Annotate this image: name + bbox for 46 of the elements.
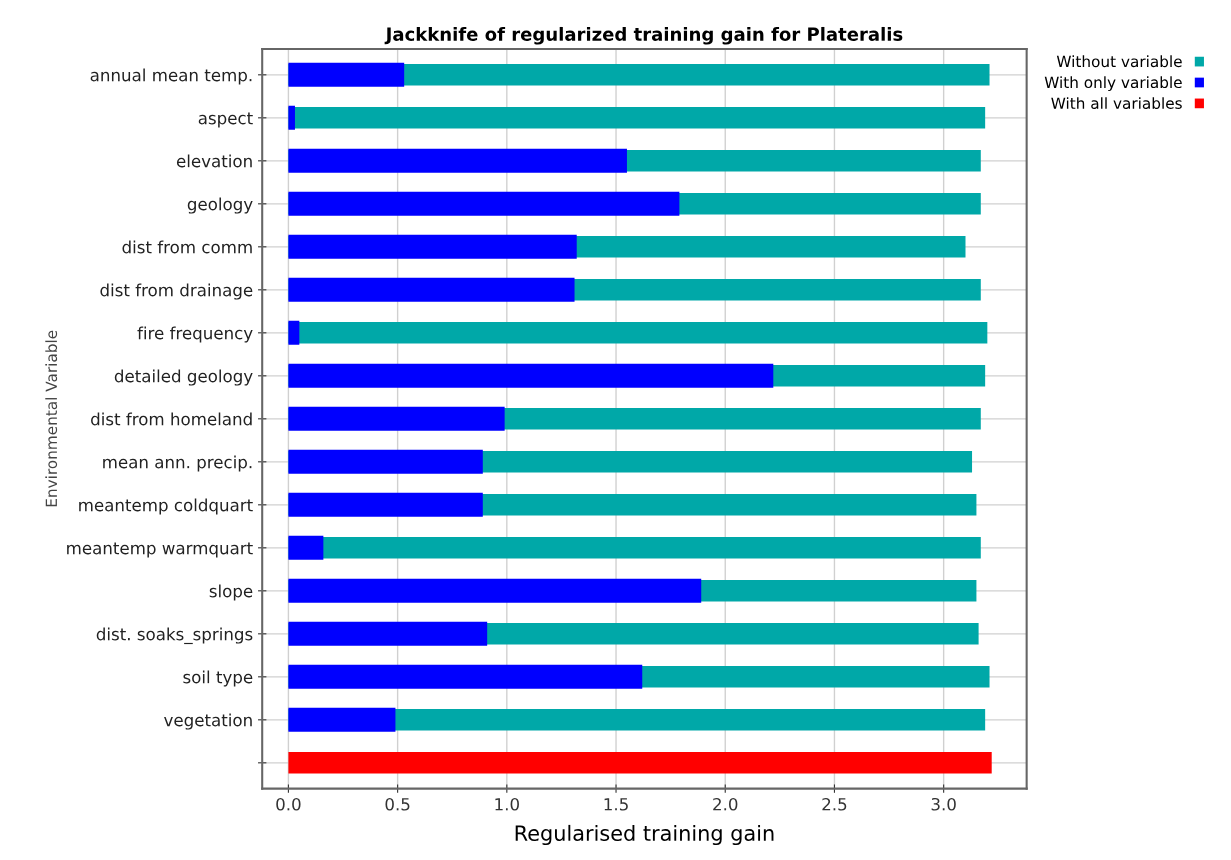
y-tick-label: fire frequency (137, 326, 253, 343)
y-tick-label: detailed geology (114, 369, 253, 386)
bar (288, 492, 483, 517)
chart-title: Jackknife of regularized training gain for Plateralis (384, 26, 903, 45)
y-tick-label: meantemp warmquart (67, 542, 253, 558)
y-tick-label: dist from drainage (100, 283, 253, 300)
bar (288, 191, 680, 216)
bar (288, 578, 702, 603)
bar (288, 363, 774, 388)
y-tick-label: aspect (198, 112, 253, 128)
x-tick-label: 2.5 (822, 797, 847, 811)
x-axis-title: Regularised training gain (515, 824, 774, 846)
x-tick-label: 0.0 (276, 797, 301, 811)
bar (288, 320, 300, 345)
bar (288, 234, 577, 259)
y-tick-label: vegetation (164, 713, 252, 730)
x-tick-label: 0.5 (385, 797, 410, 811)
y-tick-label: meantemp coldquart (79, 498, 253, 515)
y-tick-label: elevation (176, 154, 252, 168)
bar (288, 535, 324, 560)
bar (288, 449, 483, 474)
bar (288, 664, 643, 689)
legend-label: With only variable (1044, 76, 1182, 92)
bar (288, 752, 992, 774)
y-tick-label: annual mean temp. (90, 68, 252, 85)
x-tick-label: 2.0 (713, 797, 738, 811)
x-tick-label: 1.5 (604, 798, 628, 811)
bar (288, 62, 405, 87)
y-tick-label: geology (187, 197, 253, 214)
legend-label: Without variable (1056, 55, 1182, 68)
bar (288, 277, 575, 302)
y-tick-label: dist. soaks_springs (96, 627, 253, 645)
bar (288, 621, 488, 646)
y-tick-label: slope (209, 584, 253, 601)
x-tick-label: 3.0 (931, 797, 956, 811)
y-tick-label: mean ann. precip. (103, 455, 252, 472)
legend-label: With all variables (1051, 97, 1182, 109)
y-tick-label: dist from homeland (91, 412, 252, 426)
x-tick-label: 1.0 (495, 797, 519, 811)
bar (288, 707, 396, 732)
bar (288, 148, 627, 173)
y-tick-label: dist from comm (122, 240, 252, 254)
y-tick-label: soil type (183, 670, 253, 687)
y-axis-title: Environmental Variable (45, 330, 58, 507)
bar (288, 406, 505, 431)
bar (288, 105, 295, 130)
